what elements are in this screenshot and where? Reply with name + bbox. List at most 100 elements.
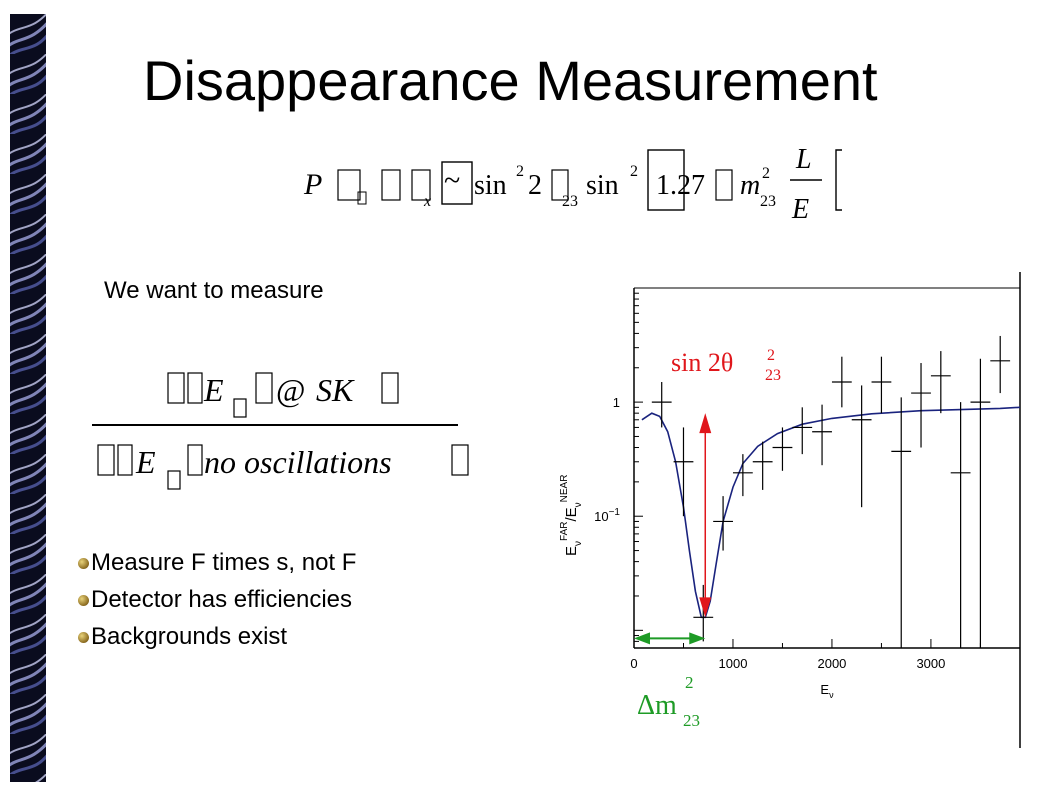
ratio-glyph-box xyxy=(233,398,247,418)
chart-marks xyxy=(634,335,1021,648)
bullet-item: Detector has efficiencies xyxy=(78,581,356,618)
formula-glyph-box xyxy=(411,169,431,201)
y-axis-label-part: /E xyxy=(563,507,580,521)
bullet-icon xyxy=(78,558,89,569)
y-axis-label-sup: FAR xyxy=(559,522,570,541)
y-tick-label: 10−1 xyxy=(594,507,620,524)
bullet-list: Measure F times s, not F Detector has ef… xyxy=(78,544,356,655)
amplitude-arrow-head-up xyxy=(699,413,712,434)
ratio-glyph-box xyxy=(187,372,203,404)
intro-text: We want to measure xyxy=(104,277,324,304)
ratio-glyph-box xyxy=(117,444,133,476)
oscillation-formula: P x ~ sin 2 2 23 sin 2 1.27 m 2 23 L E xyxy=(303,144,842,225)
x-tick-label: 0 xyxy=(630,656,637,671)
ratio-glyph-box xyxy=(255,372,273,404)
formula-sub-23a: 23 xyxy=(562,193,578,210)
annotation-main: sin 2θ xyxy=(671,348,733,377)
ratio-num-SK: SK xyxy=(316,372,355,408)
formula-E: E xyxy=(791,194,809,225)
formula-sq-3: 2 xyxy=(762,165,770,182)
formula-L: L xyxy=(795,144,812,175)
formula-sin-2: sin xyxy=(586,170,619,201)
position-annotation: Δm 2 23 xyxy=(637,673,700,730)
formula-m: m xyxy=(740,170,760,201)
formula-bracket-box xyxy=(441,161,473,205)
bullet-text: Backgrounds exist xyxy=(91,623,288,650)
bullet-icon xyxy=(78,632,89,643)
formula-glyph-box xyxy=(337,169,361,201)
ratio-glyph-box xyxy=(451,444,469,476)
formula-sq-2: 2 xyxy=(630,163,638,180)
data-point xyxy=(673,427,694,517)
plot-area xyxy=(633,287,1020,649)
x-tick-label: 3000 xyxy=(916,656,945,671)
formula-glyph-box xyxy=(357,191,367,205)
data-point xyxy=(990,335,1011,394)
y-tick-label-exponent: −1 xyxy=(609,507,621,518)
fit-curve xyxy=(641,406,1021,619)
amplitude-annotation: sin 2θ 2 23 xyxy=(671,347,781,384)
ratio-glyph-box xyxy=(187,444,203,476)
ratio-glyph-box xyxy=(167,470,181,490)
decorative-side-strip xyxy=(10,14,46,782)
data-point xyxy=(792,407,813,455)
data-point xyxy=(930,351,951,414)
bullet-item: Measure F times s, not F xyxy=(78,544,356,581)
formula-sub-23b: 23 xyxy=(760,193,776,210)
formula-bracket xyxy=(835,149,842,211)
formula-P: P xyxy=(303,168,322,201)
data-point xyxy=(831,356,852,408)
bullet-text: Detector has efficiencies xyxy=(91,586,353,613)
annotation-main: Δm xyxy=(637,690,677,721)
formula-tilde: ~ xyxy=(444,164,460,197)
y-axis-label-sub: ν xyxy=(573,502,584,507)
data-point xyxy=(891,397,912,648)
ratio-den-text: no oscillations xyxy=(204,444,392,480)
x-tick-label: 1000 xyxy=(719,656,748,671)
x-axis-label-sub: ν xyxy=(829,690,834,700)
formula-glyph-box xyxy=(551,169,569,201)
data-point xyxy=(651,382,672,428)
annotation-sub: 23 xyxy=(683,711,700,730)
formula-sin-1: sin xyxy=(474,170,507,201)
formula-number: 1.27 xyxy=(656,170,705,201)
y-axis-label-sup: NEAR xyxy=(559,475,570,503)
data-point xyxy=(752,441,773,490)
formula-glyph-box xyxy=(715,169,733,201)
y-axis-label: EνFAR/EνNEAR xyxy=(559,475,584,556)
data-point xyxy=(693,584,714,642)
ratio-glyph-box xyxy=(381,372,399,404)
annotation-sup: 2 xyxy=(767,347,775,364)
bullet-icon xyxy=(78,595,89,606)
ratio-expression: E @ SK E no oscillations xyxy=(92,372,469,490)
ratio-num-at: @ xyxy=(276,372,305,408)
y-axis-label-part: E xyxy=(563,546,580,556)
formula-sq-1: 2 xyxy=(516,163,524,180)
position-arrow-head-right xyxy=(689,632,706,645)
formula-sub-x: x xyxy=(423,193,431,210)
formula-two: 2 xyxy=(528,170,542,201)
y-tick-label: 1 xyxy=(613,395,620,410)
y-axis-label-sub: ν xyxy=(573,541,584,546)
amplitude-arrow-head-down xyxy=(699,597,712,618)
annotation-sub: 23 xyxy=(765,367,781,384)
slide-title: Disappearance Measurement xyxy=(143,49,878,112)
ratio-den-E: E xyxy=(135,444,156,480)
data-point xyxy=(871,356,892,414)
x-axis-label: Eν xyxy=(820,682,834,700)
ratio-glyph-box xyxy=(97,444,115,476)
data-point xyxy=(950,402,971,648)
formula-glyph-box xyxy=(381,169,401,201)
ratio-glyph-box xyxy=(167,372,185,404)
bullet-text: Measure F times s, not F xyxy=(91,549,357,576)
data-point xyxy=(713,496,733,551)
bullet-item: Backgrounds exist xyxy=(78,618,356,655)
formula-bracket-box xyxy=(647,149,685,211)
data-point xyxy=(732,454,753,497)
data-point xyxy=(772,427,793,471)
data-point xyxy=(851,385,872,508)
position-arrow-head-left xyxy=(634,632,650,645)
data-point xyxy=(970,358,991,648)
